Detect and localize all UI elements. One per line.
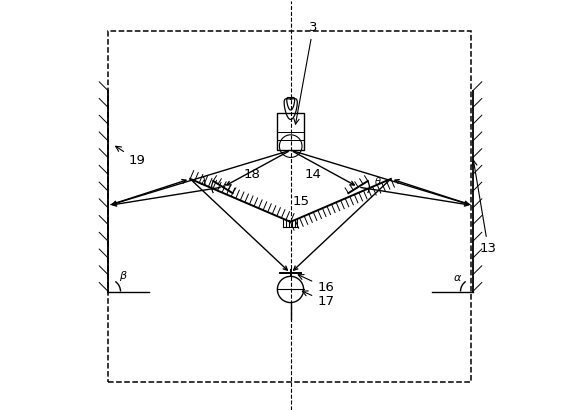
Text: 3: 3 — [294, 21, 317, 124]
Text: $\alpha$: $\alpha$ — [453, 272, 462, 282]
Bar — [108, 31, 471, 382]
Text: 14: 14 — [304, 168, 321, 181]
Text: 13: 13 — [472, 160, 497, 255]
Bar — [277, 113, 304, 150]
Text: 18: 18 — [243, 168, 260, 181]
Text: $\lambda$: $\lambda$ — [200, 175, 207, 187]
Text: 17: 17 — [302, 291, 334, 308]
Text: $\theta$: $\theta$ — [374, 175, 382, 187]
Text: 15: 15 — [292, 195, 309, 208]
Text: 19: 19 — [116, 146, 146, 167]
Text: $\beta$: $\beta$ — [120, 268, 128, 282]
Text: 16: 16 — [298, 275, 334, 294]
